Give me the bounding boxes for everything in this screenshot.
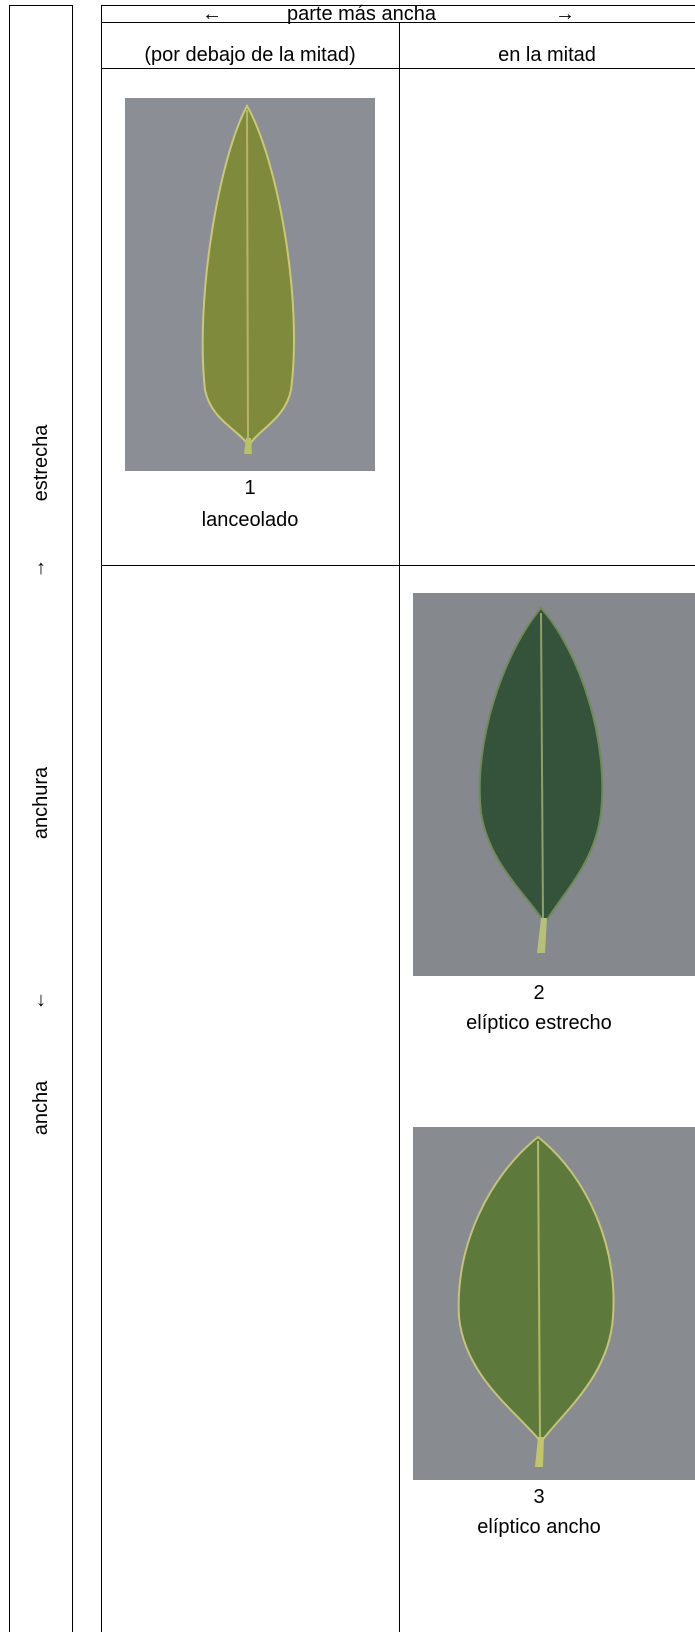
header-arrow: ← — [202, 3, 222, 25]
border — [9, 5, 10, 1632]
leaf-label: lanceolado — [201, 509, 299, 531]
side-label: anchura — [30, 766, 52, 840]
border — [9, 5, 73, 6]
side-arrow: ↓ — [36, 989, 46, 1011]
side-arrow: ↑ — [36, 557, 46, 579]
leaf-label: elíptico ancho — [477, 1516, 601, 1538]
leaf-number: 3 — [533, 1486, 545, 1508]
border — [72, 5, 73, 1632]
border — [399, 22, 400, 1632]
leaf-image — [125, 98, 375, 471]
border — [101, 22, 695, 23]
border — [101, 5, 695, 6]
leaf-number: 1 — [244, 477, 256, 499]
border — [101, 68, 695, 69]
leaf-image — [413, 1127, 695, 1480]
leaf-image — [413, 593, 695, 976]
leaf-label: elíptico estrecho — [466, 1012, 612, 1034]
column-header: en la mitad — [498, 44, 596, 66]
header-title: parte más ancha — [287, 3, 436, 25]
side-label: estrecha — [30, 424, 52, 502]
side-label: ancha — [30, 1080, 52, 1136]
leaf-number: 2 — [533, 982, 545, 1004]
header-arrow: → — [555, 3, 575, 25]
border — [101, 5, 102, 1632]
border — [101, 565, 695, 566]
column-header: (por debajo de la mitad) — [144, 44, 356, 66]
